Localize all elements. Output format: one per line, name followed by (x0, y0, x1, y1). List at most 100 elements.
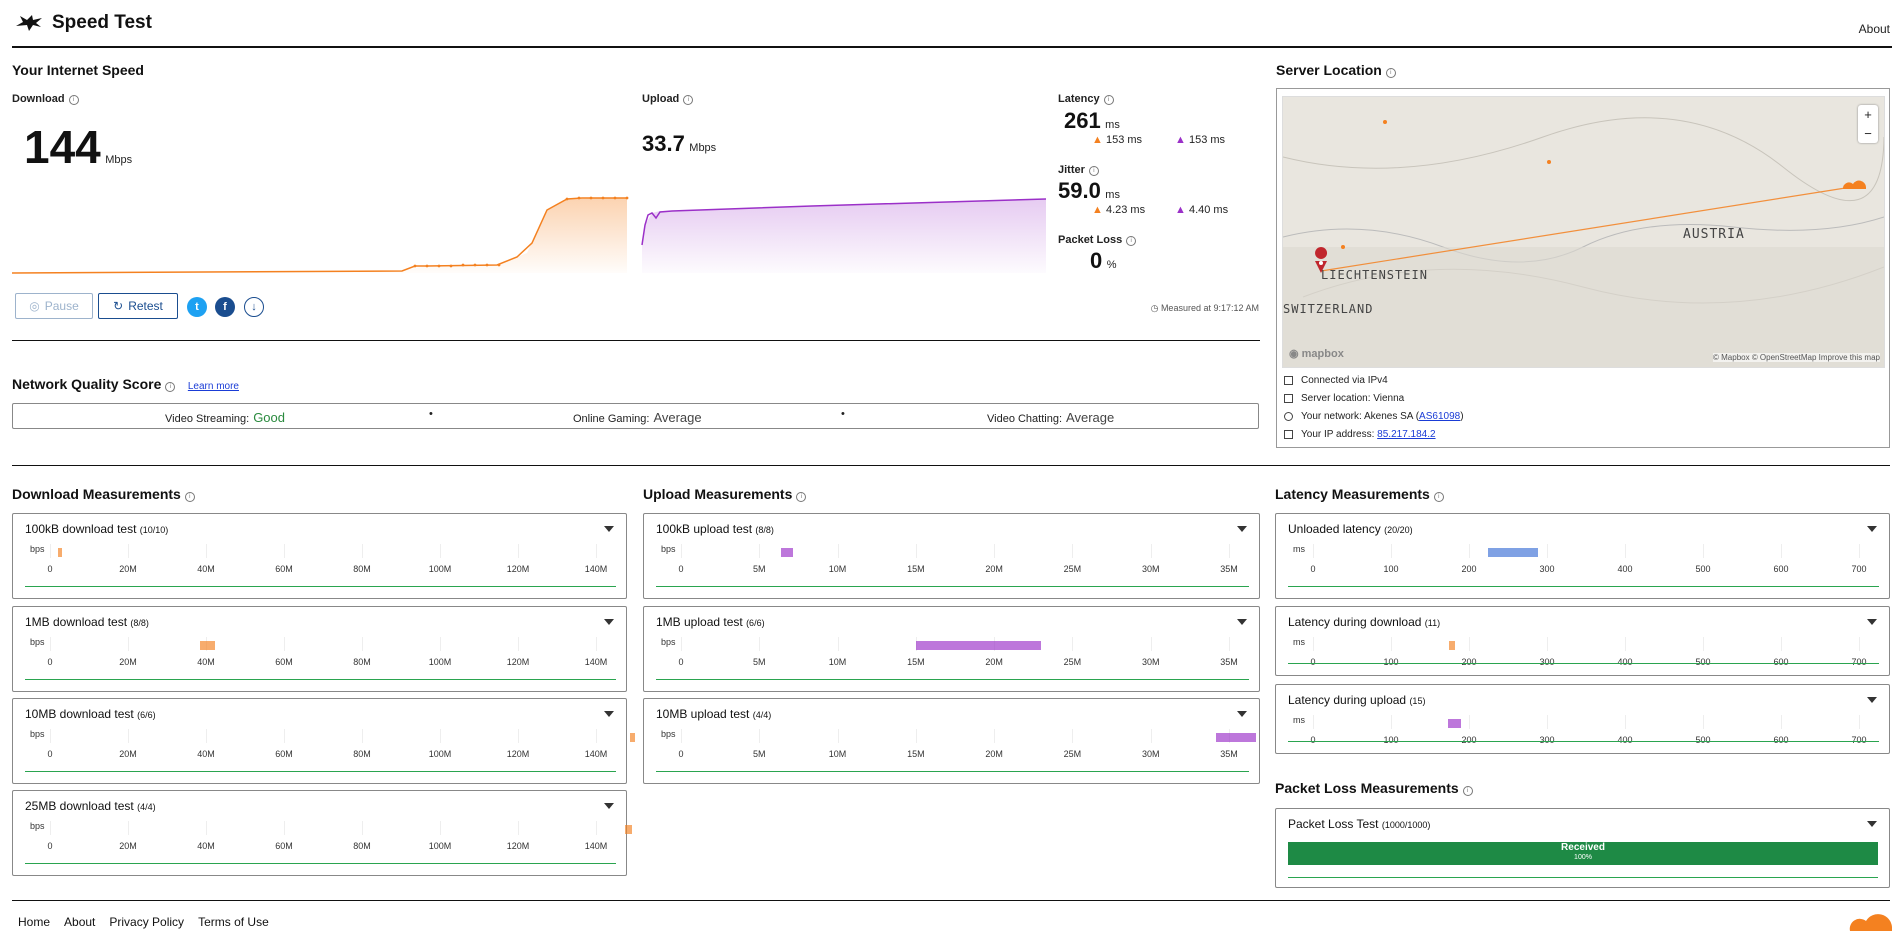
box-plot[interactable] (630, 733, 635, 742)
logo-icon[interactable] (14, 12, 44, 34)
info-icon[interactable]: i (165, 382, 176, 392)
info-icon[interactable]: i (1088, 166, 1099, 176)
twitter-share-icon[interactable]: t (187, 297, 207, 317)
chevron-down-icon[interactable] (1867, 697, 1877, 703)
box-plot[interactable] (1448, 719, 1461, 728)
download-unit: Mbps (105, 154, 133, 166)
axis-tick-label: 400 (1617, 735, 1633, 745)
latency-test-card[interactable]: Unloaded latency (20/20) ms 0 100 200 300 400 5… (1275, 513, 1890, 599)
grid-line (284, 544, 285, 558)
baseline (656, 586, 1249, 587)
info-icon[interactable]: i (796, 492, 807, 502)
box-plot[interactable] (58, 548, 62, 557)
pause-button[interactable]: ◎ Pause (15, 293, 93, 319)
chevron-down-icon[interactable] (1237, 619, 1247, 625)
nqs-separator: • (429, 408, 433, 420)
info-icon[interactable]: i (1462, 786, 1473, 796)
box-plot[interactable] (1449, 641, 1455, 650)
box-plot[interactable] (1216, 733, 1256, 742)
download-results-icon[interactable]: ↓ (244, 297, 264, 317)
box-plot[interactable] (781, 548, 793, 557)
download-test-card[interactable]: 100kB download test (10/10) bps 0 20M 40M 60M… (12, 513, 627, 599)
asn-link[interactable]: AS61098 (1419, 411, 1461, 422)
test-title: 1MB download test (8/8) (25, 615, 149, 629)
grid-line (1072, 544, 1074, 558)
footer-link-about[interactable]: About (64, 915, 96, 929)
upload-test-card[interactable]: 100kB upload test (8/8) bps 0 5M 10M 15M 20M 25… (643, 513, 1260, 599)
footer-link-privacy[interactable]: Privacy Policy (109, 915, 185, 929)
download-test-card[interactable]: 25MB download test (4/4) bps 0 20M 40M 60M 80M… (12, 790, 632, 876)
info-icon[interactable]: i (1126, 236, 1137, 246)
baseline (1288, 663, 1879, 664)
footer-link-home[interactable]: Home (18, 915, 51, 929)
chevron-down-icon[interactable] (1867, 619, 1877, 625)
box-plot[interactable] (916, 641, 1041, 650)
axis-tick-label: 10M (828, 564, 847, 574)
grid-line (1150, 637, 1152, 651)
map-attribution[interactable]: © Mapbox © OpenStreetMap Improve this ma… (1713, 353, 1880, 362)
footer-nav: Home About Privacy Policy Terms of Use (18, 915, 269, 929)
baseline (656, 679, 1249, 680)
download-test-card[interactable]: 10MB download test (6/6) bps 0 20M 40M 60M 80M… (12, 698, 635, 784)
learn-more-link[interactable]: Learn more (187, 381, 239, 392)
speed-section-title: Your Internet Speed (12, 62, 144, 78)
info-icon[interactable]: i (1385, 68, 1396, 78)
latency-unit: ms (1105, 119, 1120, 131)
info-icon[interactable]: i (1433, 492, 1444, 502)
chevron-down-icon[interactable] (1237, 711, 1247, 717)
upload-test-card[interactable]: 1MB upload test (6/6) bps 0 5M 10M 15M 20M 25M 3… (643, 606, 1260, 692)
chevron-down-icon[interactable] (604, 803, 614, 809)
axis-unit: bps (661, 544, 676, 554)
packet-loss-test-card[interactable]: Packet Loss Test (1000/1000) Received 10… (1275, 808, 1890, 888)
info-icon[interactable]: i (683, 95, 694, 105)
upload-test-card[interactable]: 10MB upload test (4/4) bps 0 5M 10M 15M 20M 25M… (643, 698, 1260, 784)
chevron-down-icon[interactable] (1867, 821, 1877, 827)
about-link[interactable]: About (1858, 22, 1890, 36)
chevron-down-icon[interactable] (1867, 526, 1877, 532)
chevron-down-icon[interactable] (1237, 526, 1247, 532)
grid-line (837, 544, 839, 558)
info-icon[interactable]: i (68, 95, 79, 105)
info-icon[interactable]: i (1103, 95, 1114, 105)
box-plot[interactable] (1488, 548, 1538, 557)
axis-tick-label: 15M (907, 657, 925, 667)
clock-icon: ◷ (1150, 303, 1161, 313)
box-plot[interactable] (200, 641, 215, 650)
latency-down: ▲ 153 ms (1092, 134, 1143, 146)
test-title: Latency during download (11) (1288, 615, 1441, 629)
chevron-down-icon[interactable] (604, 619, 614, 625)
grid-line (915, 729, 917, 743)
grid-line (362, 544, 363, 558)
location-icon (1284, 412, 1293, 421)
latency-test-card[interactable]: Latency during download (11) ms 0 100 200 300… (1275, 606, 1890, 676)
server-row-network: Your network: Akenes SA (AS61098) (1284, 411, 1464, 422)
zoom-in-button[interactable]: + (1864, 107, 1872, 122)
grid-line (837, 637, 839, 651)
packet-loss-meas-header: Packet Loss Measurements i (1275, 780, 1473, 798)
grid-line (440, 637, 441, 651)
facebook-share-icon[interactable]: f (215, 297, 235, 317)
zoom-out-button[interactable]: − (1864, 126, 1872, 141)
footer-link-terms[interactable]: Terms of Use (198, 915, 269, 929)
grid-line (518, 729, 519, 743)
download-test-card[interactable]: 1MB download test (8/8) bps 0 20M 40M 60M 80M 1… (12, 606, 627, 692)
info-icon[interactable]: i (184, 492, 195, 502)
axis-tick-label: 0 (47, 749, 53, 759)
chevron-down-icon[interactable] (604, 526, 614, 532)
grid-line (1859, 715, 1860, 729)
retest-button[interactable]: ↻ Retest (98, 293, 178, 319)
box-plot[interactable] (625, 825, 632, 834)
axis-tick-label: 20M (119, 841, 137, 851)
server-map[interactable]: AUSTRIA LIECHTENSTEIN SWITZERLAND ◉ mapb… (1282, 96, 1885, 368)
test-title: 100kB upload test (8/8) (656, 522, 774, 536)
test-title: Unloaded latency (20/20) (1288, 522, 1413, 536)
axis-tick-label: 120M (506, 564, 530, 574)
axis-tick-label: 25M (1063, 749, 1082, 759)
baseline (25, 679, 616, 680)
ip-link[interactable]: 85.217.184.2 (1377, 429, 1436, 440)
test-title: 10MB upload test (4/4) (656, 707, 772, 721)
download-value: 144 (24, 121, 101, 173)
upload-value-group: 33.7 Mbps (642, 131, 716, 157)
latency-test-card[interactable]: Latency during upload (15) ms 0 100 200 300 40… (1275, 684, 1890, 754)
chevron-down-icon[interactable] (604, 711, 614, 717)
